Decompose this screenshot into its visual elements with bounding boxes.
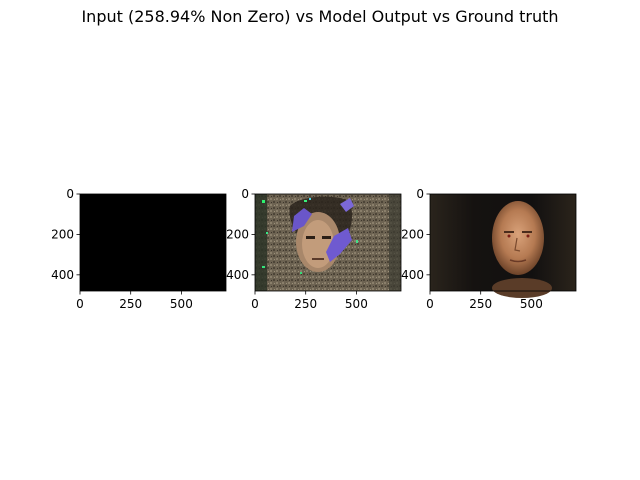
y-tick-label: 0 — [66, 187, 74, 201]
y-tick-label: 200 — [401, 227, 424, 241]
x-tick-label: 500 — [520, 297, 543, 311]
panel-ground-truth — [429, 193, 577, 298]
y-tick-label: 400 — [226, 268, 249, 282]
axes-frame-input — [79, 193, 227, 292]
model-output-image — [255, 194, 401, 291]
input-image — [80, 194, 226, 291]
panel-input — [79, 193, 227, 292]
y-tick-label: 400 — [51, 268, 74, 282]
x-tick-label: 250 — [119, 297, 142, 311]
x-tick-label: 0 — [76, 297, 84, 311]
x-tick-label: 500 — [345, 297, 368, 311]
x-tick-label: 500 — [170, 297, 193, 311]
y-tick-label: 0 — [241, 187, 249, 201]
x-tick-label: 250 — [469, 297, 492, 311]
y-tick-label: 200 — [226, 227, 249, 241]
ground-truth-image — [430, 194, 576, 298]
figure-title: Input (258.94% Non Zero) vs Model Output… — [81, 7, 559, 26]
y-tick-label: 0 — [416, 187, 424, 201]
axes-frame-ground-truth — [429, 193, 577, 292]
x-tick-label: 0 — [426, 297, 434, 311]
x-tick-label: 250 — [294, 297, 317, 311]
y-tick-label: 200 — [51, 227, 74, 241]
y-tick-label: 400 — [401, 268, 424, 282]
panel-model-output — [254, 193, 402, 292]
axis-ticks: 0 250 500 0 200 400 0 250 500 0 200 400 0 250 500 0 200 4… — [51, 187, 543, 311]
x-tick-label: 0 — [251, 297, 259, 311]
axes-frame-model-output — [254, 193, 402, 292]
